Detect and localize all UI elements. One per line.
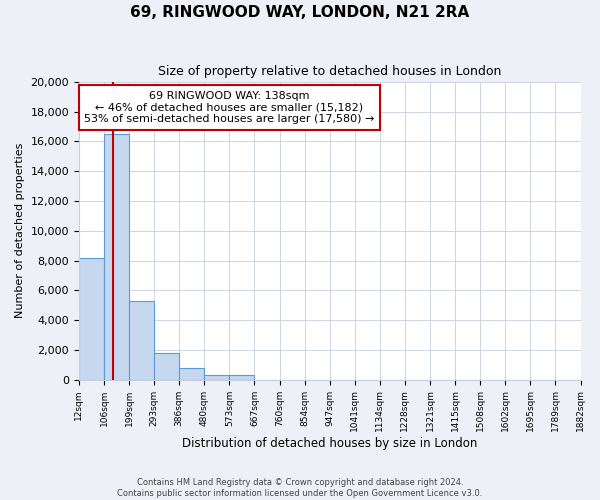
Bar: [205, 375, 229, 380]
Y-axis label: Number of detached properties: Number of detached properties: [15, 143, 25, 318]
Bar: [129, 300, 154, 380]
Bar: [179, 368, 205, 380]
Bar: [79, 258, 104, 380]
Text: 69 RINGWOOD WAY: 138sqm
← 46% of detached houses are smaller (15,182)
53% of sem: 69 RINGWOOD WAY: 138sqm ← 46% of detache…: [84, 91, 374, 124]
Bar: [229, 375, 254, 380]
Text: Contains HM Land Registry data © Crown copyright and database right 2024.
Contai: Contains HM Land Registry data © Crown c…: [118, 478, 482, 498]
Text: 69, RINGWOOD WAY, LONDON, N21 2RA: 69, RINGWOOD WAY, LONDON, N21 2RA: [130, 5, 470, 20]
Bar: [104, 134, 129, 380]
Bar: [154, 353, 179, 380]
Title: Size of property relative to detached houses in London: Size of property relative to detached ho…: [158, 65, 502, 78]
X-axis label: Distribution of detached houses by size in London: Distribution of detached houses by size …: [182, 437, 478, 450]
